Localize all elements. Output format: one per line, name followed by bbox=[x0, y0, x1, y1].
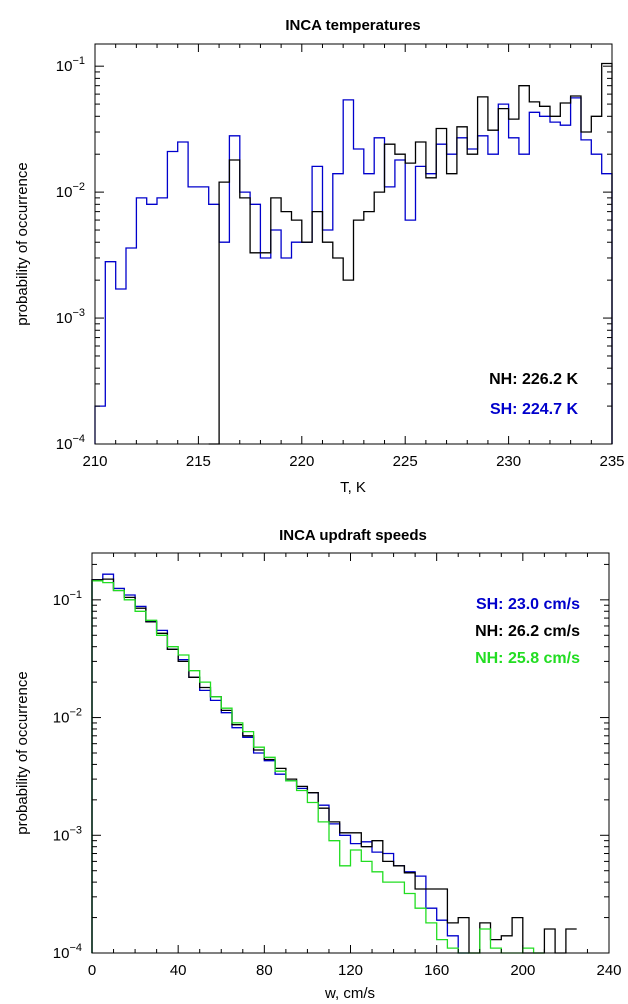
y-tick-label: 10−2 bbox=[56, 181, 85, 201]
annotation-sh: SH: 23.0 cm/s bbox=[476, 596, 580, 613]
y-tick-label: 10−2 bbox=[53, 707, 82, 727]
annotation-nh-2: NH: 25.8 cm/s bbox=[475, 650, 580, 667]
series-line-1 bbox=[208, 62, 613, 445]
series-group bbox=[94, 62, 613, 445]
y-tick-label: 10−4 bbox=[53, 942, 82, 962]
annotation-sh: SH: 224.7 K bbox=[490, 401, 578, 418]
annotation-nh: NH: 26.2 cm/s bbox=[475, 623, 580, 640]
x-axis-ticks: 0 40 80 120 160 200 240 bbox=[88, 553, 622, 979]
x-tick-label: 200 bbox=[510, 962, 535, 979]
chart-title: INCA updraft speeds bbox=[279, 527, 427, 544]
series-line-0 bbox=[94, 97, 613, 444]
x-tick-label: 120 bbox=[338, 962, 363, 979]
x-tick-label: 210 bbox=[82, 453, 107, 470]
y-tick-label: 10−3 bbox=[56, 307, 85, 327]
plot-frame bbox=[94, 43, 613, 445]
y-axis-ticks: 10−4 10−3 10−2 10−1 bbox=[56, 55, 612, 453]
plot-frame bbox=[91, 552, 610, 954]
y-tick-label: 10−3 bbox=[53, 824, 82, 844]
x-tick-label: 225 bbox=[393, 453, 418, 470]
y-tick-label: 10−1 bbox=[53, 589, 82, 609]
x-tick-label: 0 bbox=[88, 962, 96, 979]
x-tick-label: 230 bbox=[496, 453, 521, 470]
updraft-chart: INCA updraft speeds 0 40 80 120 160 200 240 10… bbox=[14, 527, 622, 1002]
y-axis-ticks: 10−4 10−3 10−2 10−1 bbox=[53, 563, 609, 962]
y-tick-label: 10−1 bbox=[56, 55, 85, 75]
x-tick-label: 80 bbox=[256, 962, 273, 979]
series-line-0 bbox=[91, 573, 469, 954]
annotation-nh: NH: 226.2 K bbox=[489, 371, 578, 388]
x-tick-label: 215 bbox=[186, 453, 211, 470]
x-tick-label: 220 bbox=[289, 453, 314, 470]
chart-title: INCA temperatures bbox=[285, 17, 420, 34]
x-tick-label: 40 bbox=[170, 962, 187, 979]
temperature-chart: INCA temperatures 210 215 220 225 230 235 10−… bbox=[14, 17, 625, 496]
x-axis-ticks: 210 215 220 225 230 235 bbox=[82, 44, 625, 470]
x-axis-label: T, K bbox=[340, 479, 366, 496]
x-tick-label: 235 bbox=[599, 453, 624, 470]
x-tick-label: 240 bbox=[596, 962, 621, 979]
y-tick-label: 10−4 bbox=[56, 433, 85, 453]
y-axis-label: probability of occurrence bbox=[14, 162, 31, 325]
y-axis-label: probability of occurrence bbox=[14, 671, 31, 834]
x-tick-label: 160 bbox=[424, 962, 449, 979]
x-axis-label: w, cm/s bbox=[324, 985, 375, 1002]
